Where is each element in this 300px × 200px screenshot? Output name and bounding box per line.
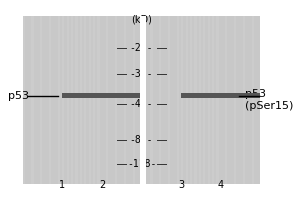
FancyBboxPatch shape xyxy=(93,16,95,184)
FancyBboxPatch shape xyxy=(185,16,188,184)
Text: p53: p53 xyxy=(8,91,29,101)
FancyBboxPatch shape xyxy=(84,16,86,184)
FancyBboxPatch shape xyxy=(225,16,227,184)
FancyBboxPatch shape xyxy=(76,16,78,184)
FancyBboxPatch shape xyxy=(62,93,142,98)
FancyBboxPatch shape xyxy=(212,16,214,184)
FancyBboxPatch shape xyxy=(58,16,60,184)
Text: 1: 1 xyxy=(59,180,65,190)
Text: -47-: -47- xyxy=(130,99,153,109)
FancyBboxPatch shape xyxy=(49,16,51,184)
Text: -118-: -118- xyxy=(127,159,156,169)
FancyBboxPatch shape xyxy=(22,16,25,184)
FancyBboxPatch shape xyxy=(115,16,117,184)
Text: -85-: -85- xyxy=(130,135,153,145)
FancyBboxPatch shape xyxy=(80,16,82,184)
FancyBboxPatch shape xyxy=(142,16,144,184)
FancyBboxPatch shape xyxy=(181,93,260,98)
Text: 4: 4 xyxy=(218,180,224,190)
FancyBboxPatch shape xyxy=(140,16,146,184)
FancyBboxPatch shape xyxy=(243,16,245,184)
FancyBboxPatch shape xyxy=(67,16,69,184)
FancyBboxPatch shape xyxy=(181,16,183,184)
FancyBboxPatch shape xyxy=(32,16,34,184)
FancyBboxPatch shape xyxy=(89,16,91,184)
FancyBboxPatch shape xyxy=(98,16,100,184)
FancyBboxPatch shape xyxy=(252,16,254,184)
FancyBboxPatch shape xyxy=(124,16,126,184)
FancyBboxPatch shape xyxy=(106,16,109,184)
FancyBboxPatch shape xyxy=(142,16,221,184)
FancyBboxPatch shape xyxy=(62,16,142,184)
FancyBboxPatch shape xyxy=(199,16,201,184)
FancyBboxPatch shape xyxy=(203,16,205,184)
Text: (kD): (kD) xyxy=(131,15,152,25)
FancyBboxPatch shape xyxy=(190,16,192,184)
FancyBboxPatch shape xyxy=(168,16,170,184)
Text: 2: 2 xyxy=(99,180,105,190)
FancyBboxPatch shape xyxy=(133,16,135,184)
FancyBboxPatch shape xyxy=(181,16,260,184)
Text: p53
(pSer15): p53 (pSer15) xyxy=(245,89,293,111)
FancyBboxPatch shape xyxy=(234,16,236,184)
FancyBboxPatch shape xyxy=(216,16,218,184)
Text: -26-: -26- xyxy=(130,43,153,53)
FancyBboxPatch shape xyxy=(208,16,210,184)
FancyBboxPatch shape xyxy=(62,16,64,184)
FancyBboxPatch shape xyxy=(71,16,73,184)
FancyBboxPatch shape xyxy=(40,16,43,184)
Text: -36-: -36- xyxy=(130,69,153,79)
FancyBboxPatch shape xyxy=(194,16,196,184)
Text: 3: 3 xyxy=(178,180,184,190)
FancyBboxPatch shape xyxy=(22,16,102,184)
FancyBboxPatch shape xyxy=(150,16,152,184)
FancyBboxPatch shape xyxy=(177,16,179,184)
FancyBboxPatch shape xyxy=(159,16,161,184)
